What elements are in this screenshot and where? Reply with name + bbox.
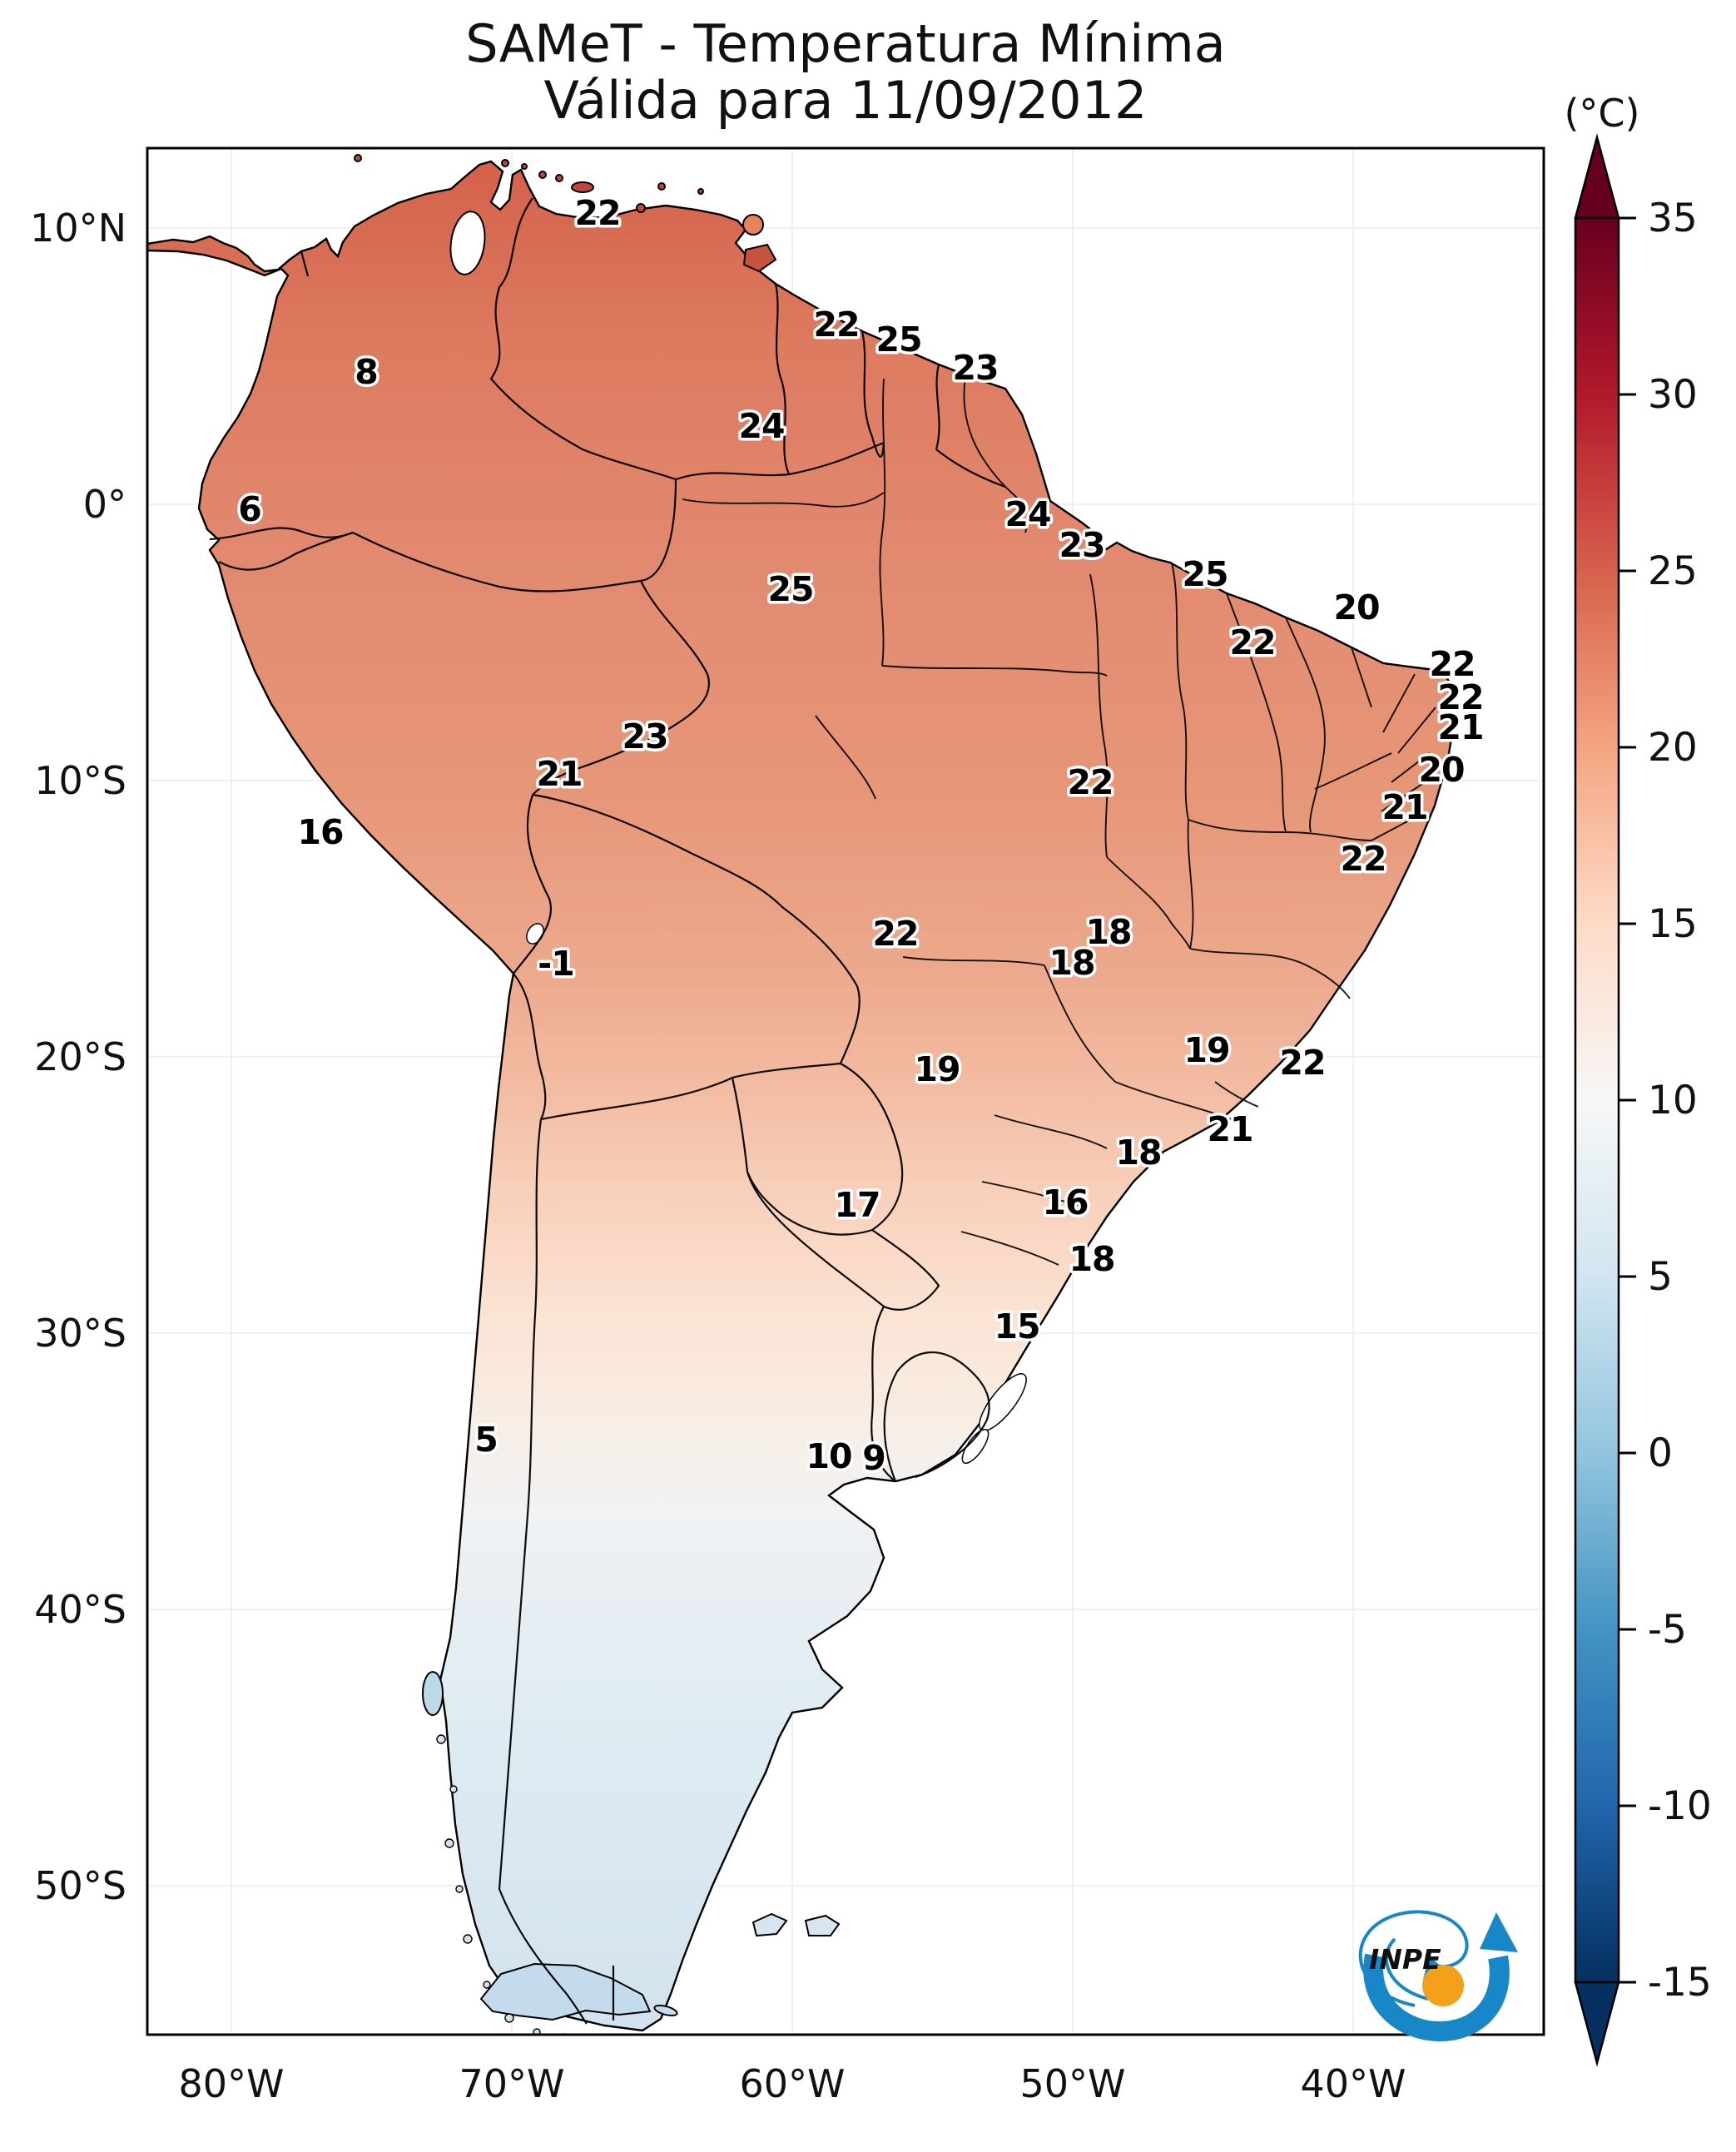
temperature-value-label: 25 — [1182, 554, 1228, 594]
temperature-value-label: 17 — [834, 1185, 880, 1225]
x-axis-tick-label: 40°W — [1300, 2061, 1406, 2106]
y-axis-tick-label: 20°S — [34, 1034, 126, 1079]
x-axis-tick-label: 70°W — [459, 2061, 564, 2106]
south-america-landmass — [147, 160, 1456, 2032]
colorbar-tick-label: 15 — [1648, 901, 1698, 947]
chiloe-island — [422, 1671, 444, 1716]
colorbar-tick-label: 0 — [1648, 1431, 1673, 1476]
temperature-value-label: 19 — [1183, 1030, 1229, 1070]
colorbar-tick-label: 20 — [1648, 725, 1698, 771]
temperature-value-label: 23 — [1059, 525, 1104, 565]
y-axis-tick-label: 0° — [83, 482, 126, 527]
temperature-value-label: 25 — [767, 569, 813, 609]
colorbar-tick-label: -5 — [1648, 1607, 1687, 1653]
colorbar-tick-label: 10 — [1648, 1078, 1698, 1123]
temperature-value-label: 20 — [1333, 588, 1379, 627]
y-axis-tick-label: 30°S — [34, 1311, 126, 1356]
y-axis-tick-label: 10°S — [34, 758, 126, 803]
coastline — [147, 160, 1456, 2032]
temperature-value-label: 20 — [1418, 750, 1464, 790]
temperature-value-label: 24 — [738, 406, 784, 446]
x-axis-tick-label: 50°W — [1019, 2061, 1125, 2106]
temperature-value-label: 25 — [875, 320, 921, 359]
staten-island — [653, 2004, 678, 2017]
temperature-value-label: 21 — [1381, 787, 1427, 827]
mirim-lagoon — [961, 1428, 990, 1465]
patagonian-fjord-islets — [436, 1734, 568, 2035]
temperature-value-label: 22 — [813, 305, 859, 345]
y-axis-tick-label: 10°N — [30, 206, 126, 250]
temperature-value-label: 9 — [862, 1438, 885, 1478]
temperature-value-label: 22 — [1340, 839, 1386, 879]
state-borders — [682, 375, 1436, 1266]
trinidad-island — [742, 243, 777, 273]
colorbar-tick-label: 5 — [1648, 1254, 1673, 1300]
temperature-value-label: 22 — [1279, 1043, 1325, 1083]
colorbar-over-arrow — [1574, 133, 1620, 220]
temperature-value-label: 22 — [1067, 762, 1113, 802]
x-axis-tick-label: 60°W — [739, 2061, 845, 2106]
temperature-value-label: 23 — [952, 348, 998, 388]
colorbar-tick-label: 35 — [1648, 196, 1698, 241]
colorbar-gradient — [1574, 216, 1620, 1984]
logo-text: INPE — [1369, 1943, 1441, 1976]
x-axis-longitude-labels: 80°W 70°W 60°W 50°W 40°W — [178, 2061, 1406, 2106]
country-borders — [209, 197, 1006, 2025]
temperature-value-label: 10 — [806, 1436, 851, 1476]
colorbar-tick-labels: 35 30 25 20 15 10 5 0 -5 -10 -15 — [1619, 196, 1712, 2006]
temperature-value-label: 21 — [536, 754, 582, 794]
temperature-value-label: 18 — [1115, 1133, 1161, 1173]
colorbar-tick-label: 30 — [1648, 372, 1698, 418]
temperature-value-label: 23 — [622, 717, 667, 756]
logo-orange-dot — [1422, 1965, 1464, 2006]
temperature-value-label: 18 — [1049, 943, 1094, 983]
temperature-value-label: 21 — [1437, 707, 1483, 747]
temperature-value-label: 16 — [1042, 1183, 1088, 1222]
temperature-value-label: 19 — [914, 1049, 960, 1089]
temperature-value-label: 15 — [994, 1307, 1039, 1346]
colorbar-tick-label: -15 — [1648, 1960, 1712, 2006]
temperature-value-label: 18 — [1085, 912, 1131, 952]
colorbar-under-arrow — [1574, 1981, 1620, 2067]
logo-swoosh-arc — [1363, 1953, 1510, 2041]
page-title: SAMeT - Temperatura Mínima Válida para 1… — [465, 13, 1226, 131]
tobago-island — [742, 214, 764, 236]
margarita-island — [571, 181, 594, 193]
temperature-value-label: 21 — [1207, 1109, 1252, 1149]
temperature-value-label: 22 — [574, 193, 620, 233]
temperature-value-label: 22 — [1229, 622, 1275, 662]
temperature-value-label: 22 — [1437, 677, 1483, 717]
map-frame — [146, 146, 1545, 2036]
colorbar-unit-label: (°C) — [1564, 91, 1639, 136]
temperature-value-label: 8 — [355, 352, 378, 392]
x-axis-tick-label: 80°W — [178, 2061, 284, 2106]
temperature-value-label: 24 — [1004, 494, 1050, 534]
y-axis-tick-label: 50°S — [34, 1863, 126, 1908]
temperature-value-label: 22 — [1429, 644, 1475, 684]
title-line-1: SAMeT - Temperatura Mínima — [465, 13, 1226, 74]
temperature-value-label: 18 — [1069, 1239, 1114, 1279]
logo-arrowhead — [1480, 1912, 1518, 1952]
logo-orbit-outer — [1358, 1910, 1469, 2007]
colorbar-tick-label: -10 — [1648, 1783, 1712, 1829]
colorbar: (°C) 35 30 25 20 15 10 5 0 -5 -10 -15 — [1564, 91, 1712, 2067]
colorbar-tick-label: 25 — [1648, 548, 1698, 594]
temperature-value-label: 5 — [474, 1420, 498, 1460]
inpe-logo: INPE — [1358, 1910, 1518, 2041]
temperature-value-label: -1 — [538, 944, 574, 984]
temperature-value-label: 22 — [872, 914, 918, 954]
y-axis-latitude-labels: 10°N 0° 10°S 20°S 30°S 40°S 50°S — [30, 206, 126, 1908]
title-line-2: Válida para 11/09/2012 — [544, 70, 1148, 131]
temperature-value-label: 6 — [238, 489, 261, 529]
lake-maracaibo — [449, 211, 486, 275]
temperature-value-label: 16 — [297, 812, 343, 852]
falkland-islands — [751, 1912, 788, 1937]
logo-orbit-inner — [1384, 1937, 1429, 2001]
y-axis-tick-label: 40°S — [34, 1587, 126, 1632]
